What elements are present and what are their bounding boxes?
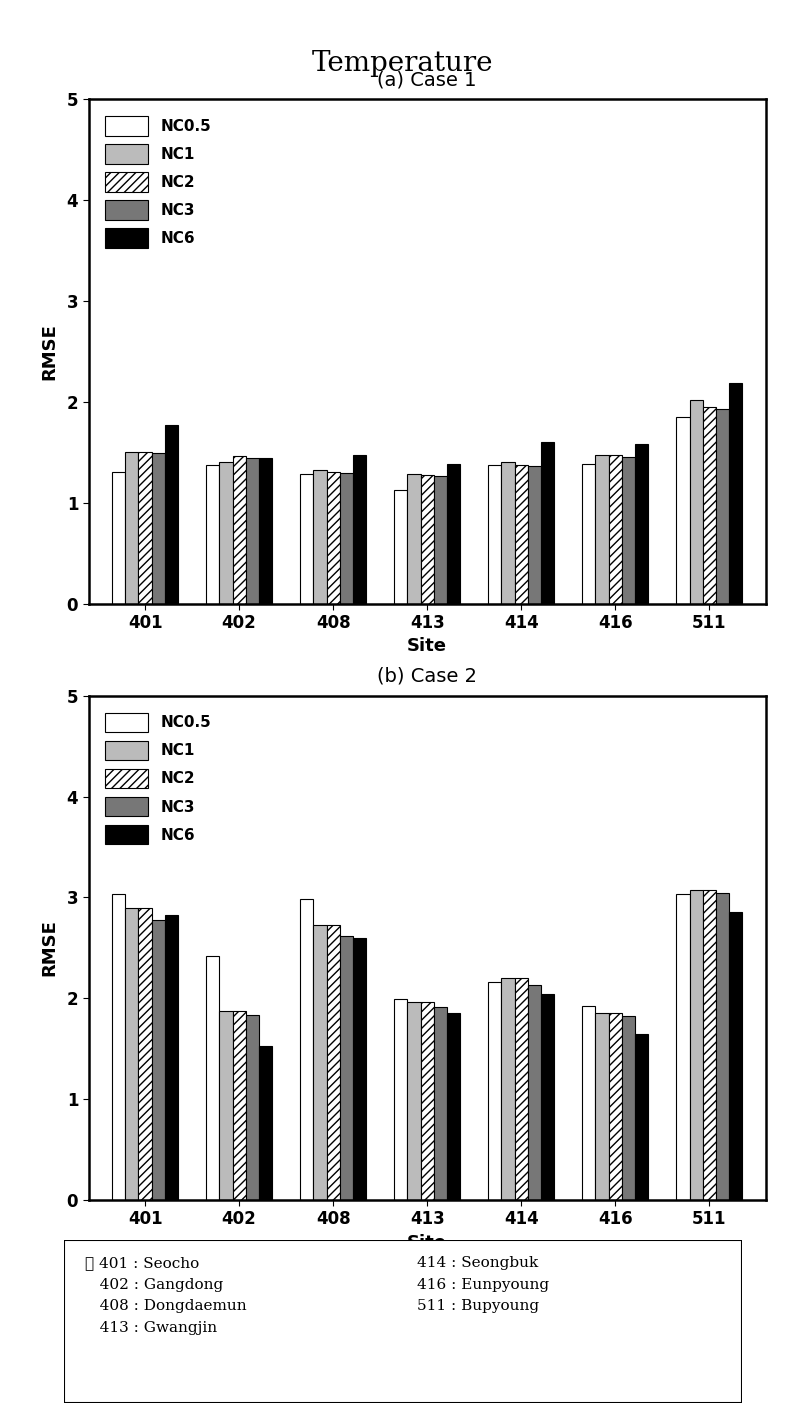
Bar [676, 895, 690, 1200]
Bar [635, 1034, 648, 1200]
Bar [528, 985, 541, 1200]
Y-axis label: RMSE: RMSE [40, 919, 58, 977]
X-axis label: Site: Site [407, 638, 447, 656]
Bar [152, 453, 164, 604]
Text: ※ 401 : Seocho
   402 : Gangdong
   408 : Dongdaemun
   413 : Gwangjin: ※ 401 : Seocho 402 : Gangdong 408 : Dong… [85, 1255, 247, 1335]
Bar [541, 442, 555, 604]
Bar [716, 893, 729, 1200]
Bar [394, 490, 407, 604]
Bar [219, 1011, 233, 1200]
Bar [164, 914, 178, 1200]
Bar [716, 409, 729, 604]
Bar [501, 463, 514, 604]
FancyBboxPatch shape [64, 1240, 742, 1403]
Bar [407, 474, 421, 604]
Bar [514, 466, 528, 604]
Bar [206, 466, 219, 604]
Bar [434, 477, 447, 604]
Bar [394, 1000, 407, 1200]
Bar [582, 464, 596, 604]
Bar [139, 452, 152, 604]
Bar [314, 924, 326, 1200]
Bar [125, 452, 139, 604]
Bar [112, 473, 125, 604]
Bar [676, 417, 690, 604]
Bar [232, 1011, 246, 1200]
Bar [300, 474, 314, 604]
Bar [259, 1045, 272, 1200]
Bar [206, 956, 219, 1200]
Y-axis label: RMSE: RMSE [40, 322, 58, 381]
Bar [300, 899, 314, 1200]
Bar [609, 456, 622, 604]
Bar [340, 473, 353, 604]
Bar [152, 920, 164, 1200]
Bar [582, 1007, 596, 1200]
Bar [246, 459, 259, 604]
Title: (b) Case 2: (b) Case 2 [377, 667, 477, 686]
Bar [622, 1017, 635, 1200]
Bar [689, 890, 703, 1200]
Bar [447, 1014, 460, 1200]
Legend: NC0.5, NC1, NC2, NC3, NC6: NC0.5, NC1, NC2, NC3, NC6 [96, 106, 220, 257]
Bar [514, 978, 528, 1200]
Bar [353, 456, 366, 604]
Bar [541, 994, 555, 1200]
Bar [112, 895, 125, 1200]
Bar [596, 456, 609, 604]
Bar [164, 425, 178, 604]
Bar [353, 937, 366, 1200]
Bar [596, 1014, 609, 1200]
Bar [501, 978, 514, 1200]
Bar [246, 1015, 259, 1200]
Bar [488, 983, 501, 1200]
Bar [326, 473, 340, 604]
Text: Temperature: Temperature [312, 50, 494, 77]
Bar [340, 936, 353, 1200]
Bar [421, 476, 434, 604]
Bar [729, 912, 742, 1200]
Bar [259, 459, 272, 604]
Bar [488, 466, 501, 604]
Bar [219, 463, 233, 604]
Bar [609, 1014, 622, 1200]
Bar [635, 444, 648, 604]
Bar [139, 907, 152, 1200]
Bar [326, 924, 340, 1200]
Bar [434, 1007, 447, 1200]
Bar [622, 457, 635, 604]
Bar [125, 907, 139, 1200]
Bar [689, 400, 703, 604]
Bar [232, 456, 246, 604]
X-axis label: Site: Site [407, 1234, 447, 1252]
Title: (a) Case 1: (a) Case 1 [377, 71, 477, 89]
Bar [421, 1003, 434, 1200]
Bar [729, 383, 742, 604]
Bar [528, 466, 541, 604]
Text: 414 : Seongbuk
416 : Eunpyoung
511 : Bupyoung: 414 : Seongbuk 416 : Eunpyoung 511 : Bup… [417, 1255, 549, 1314]
Legend: NC0.5, NC1, NC2, NC3, NC6: NC0.5, NC1, NC2, NC3, NC6 [96, 703, 220, 853]
Bar [407, 1003, 421, 1200]
Bar [314, 470, 326, 604]
Bar [703, 890, 716, 1200]
Bar [447, 464, 460, 604]
Bar [703, 408, 716, 604]
